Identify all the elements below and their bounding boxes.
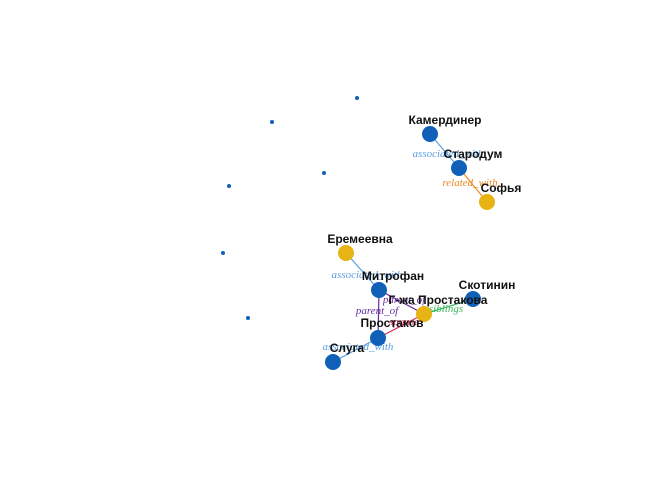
node-iso1[interactable] <box>355 96 359 100</box>
edge-label-prostakov-mitrofan: parent_of <box>382 294 427 306</box>
node-iso5[interactable] <box>221 251 225 255</box>
edge-prostakov-sluga <box>332 337 379 363</box>
node-kamerdiner[interactable] <box>422 126 438 142</box>
edge-prostakova-prostakov <box>377 313 425 339</box>
node-starodum[interactable] <box>451 160 467 176</box>
node-prostakova[interactable] <box>416 306 432 322</box>
node-label-prostakov: Простаков <box>361 316 424 330</box>
node-eremeevna[interactable] <box>338 245 354 261</box>
node-label-eremeevna: Еремеевна <box>327 232 393 246</box>
edge-mitrofan-prostakova <box>378 289 425 315</box>
node-label-skotinin: Скотинин <box>459 278 516 292</box>
node-skotinin[interactable] <box>465 291 481 307</box>
node-label-prostakova: Г-жа Простакова <box>389 293 488 307</box>
node-iso4[interactable] <box>322 171 326 175</box>
node-labels-layer: Камердинер Стародум Софья Еремеевна Митрофан… <box>327 113 521 355</box>
node-label-starodum: Стародум <box>444 147 503 161</box>
node-label-sofya: Софья <box>481 181 522 195</box>
edge-label-prostakova-prostakov: spouse <box>389 316 419 328</box>
node-sofya[interactable] <box>479 194 495 210</box>
node-iso3[interactable] <box>227 184 231 188</box>
nodes-layer <box>221 96 495 370</box>
edge-label-eremeevna-mitrofan: associated_with <box>332 269 403 281</box>
edge-prostakova-skotinin <box>423 298 474 315</box>
node-sluga[interactable] <box>325 354 341 370</box>
edge-label-prostakova-skotinin: siblings <box>429 303 463 315</box>
edge-label-mitrofan-prostakova: parent_of <box>355 305 400 317</box>
node-label-kamerdiner: Камердинер <box>409 113 482 127</box>
node-mitrofan[interactable] <box>371 282 387 298</box>
node-iso6[interactable] <box>246 316 250 320</box>
edge-labels-layer: associated_with related_with associated_wi… <box>323 148 499 353</box>
edge-label-starodum-sofya: related_with <box>442 177 498 189</box>
node-label-mitrofan: Митрофан <box>362 269 424 283</box>
edge-eremeevna-mitrofan <box>345 252 380 291</box>
node-prostakov[interactable] <box>370 330 386 346</box>
node-iso2[interactable] <box>270 120 274 124</box>
edge-prostakov-mitrofan <box>377 289 380 339</box>
edge-label-kamerdiner-starodum: associated_with <box>413 148 484 160</box>
node-label-sluga: Слуга <box>330 341 365 355</box>
